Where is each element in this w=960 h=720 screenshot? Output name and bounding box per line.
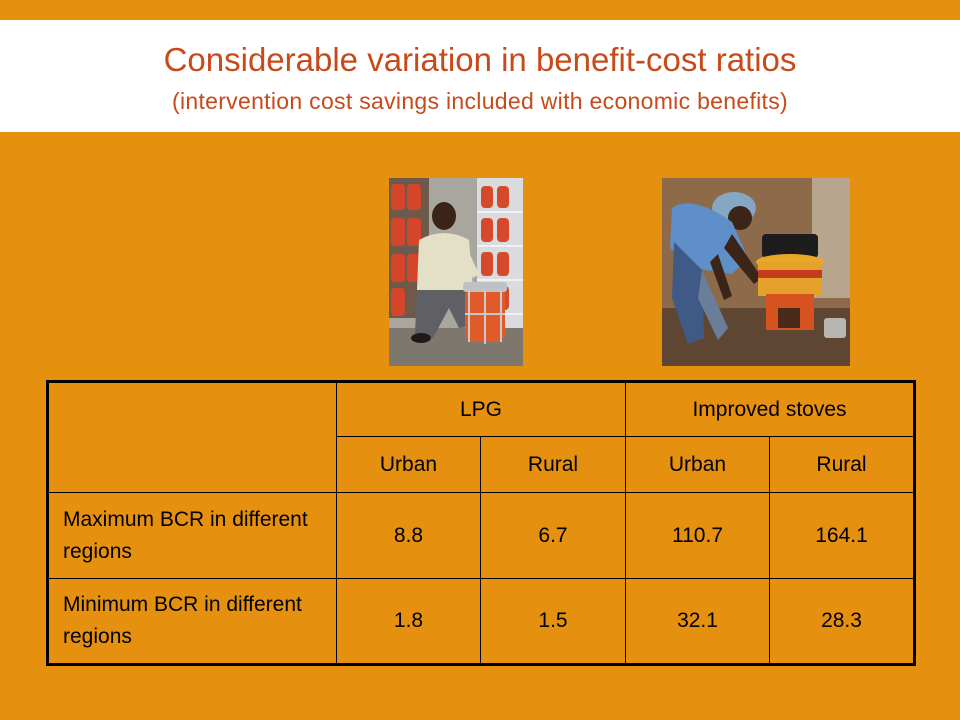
slide-subtitle: (intervention cost savings included with… [171,88,788,114]
bcr-table: LPG Improved stoves Urban Rural Urban Ru… [46,380,916,666]
lpg-photo [389,178,523,366]
table-cell: 1.5 [480,578,626,665]
table-row: Maximum BCR in different regions 8.8 6.7… [47,492,915,579]
table-cell: 1.8 [336,578,481,665]
table-cell: 32.1 [625,578,770,665]
table-row: Minimum BCR in different regions 1.8 1.5… [47,578,915,665]
row-label-max: Maximum BCR in different regions [47,492,337,579]
table-cell: 28.3 [769,578,915,665]
title-band [0,20,960,132]
table-cell: 110.7 [625,492,770,579]
table-corner-cell [47,381,337,493]
row-label-min: Minimum BCR in different regions [47,578,337,665]
table-cell: 6.7 [480,492,626,579]
subheader-stoves-rural: Rural [769,436,915,493]
table-header-row: LPG Improved stoves [47,381,915,493]
table-cell: 8.8 [336,492,481,579]
table-subheader-row: Urban Rural Urban Rural [48,436,915,493]
header-improved-stoves: Improved stoves [625,381,915,437]
slide-title: Considerable variation in benefit-cost r… [163,41,797,78]
table-cell: 164.1 [769,492,915,579]
subheader-stoves-urban: Urban [625,436,770,493]
stove-photo [662,178,850,366]
subheader-lpg-urban: Urban [336,436,481,493]
subheader-lpg-rural: Rural [480,436,626,493]
header-lpg: LPG [336,381,626,437]
